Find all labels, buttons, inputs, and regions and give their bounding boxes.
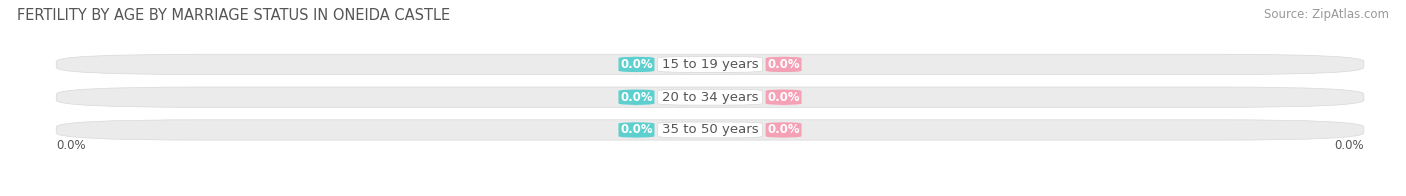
- FancyBboxPatch shape: [56, 120, 1364, 140]
- FancyBboxPatch shape: [56, 87, 1364, 107]
- FancyBboxPatch shape: [56, 54, 1364, 74]
- FancyBboxPatch shape: [658, 56, 762, 72]
- Text: 0.0%: 0.0%: [56, 139, 86, 152]
- Text: Source: ZipAtlas.com: Source: ZipAtlas.com: [1264, 8, 1389, 21]
- FancyBboxPatch shape: [766, 56, 801, 72]
- Text: 0.0%: 0.0%: [620, 123, 652, 136]
- FancyBboxPatch shape: [658, 89, 762, 105]
- Text: 0.0%: 0.0%: [768, 91, 800, 104]
- Text: 20 to 34 years: 20 to 34 years: [662, 91, 758, 104]
- Text: 15 to 19 years: 15 to 19 years: [662, 58, 758, 71]
- Text: 0.0%: 0.0%: [620, 58, 652, 71]
- FancyBboxPatch shape: [619, 56, 654, 72]
- Text: 0.0%: 0.0%: [768, 123, 800, 136]
- Text: FERTILITY BY AGE BY MARRIAGE STATUS IN ONEIDA CASTLE: FERTILITY BY AGE BY MARRIAGE STATUS IN O…: [17, 8, 450, 23]
- FancyBboxPatch shape: [619, 89, 654, 105]
- Text: 0.0%: 0.0%: [620, 91, 652, 104]
- Legend: Married, Unmarried: Married, Unmarried: [619, 192, 801, 196]
- FancyBboxPatch shape: [766, 89, 801, 105]
- Text: 0.0%: 0.0%: [1334, 139, 1364, 152]
- Text: 35 to 50 years: 35 to 50 years: [662, 123, 758, 136]
- FancyBboxPatch shape: [766, 122, 801, 138]
- Text: 0.0%: 0.0%: [768, 58, 800, 71]
- FancyBboxPatch shape: [619, 122, 654, 138]
- FancyBboxPatch shape: [658, 122, 762, 138]
